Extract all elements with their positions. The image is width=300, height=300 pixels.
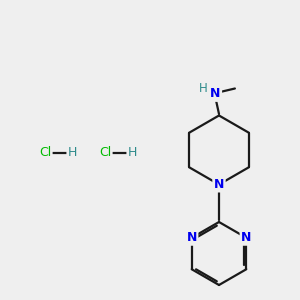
Text: H: H [128, 146, 137, 160]
Text: N: N [210, 87, 220, 101]
Text: N: N [241, 231, 251, 244]
Text: H: H [68, 146, 77, 160]
Text: N: N [187, 231, 197, 244]
Text: Cl: Cl [99, 146, 111, 160]
Text: H: H [198, 82, 207, 95]
Text: Cl: Cl [39, 146, 51, 160]
Text: N: N [214, 178, 224, 191]
